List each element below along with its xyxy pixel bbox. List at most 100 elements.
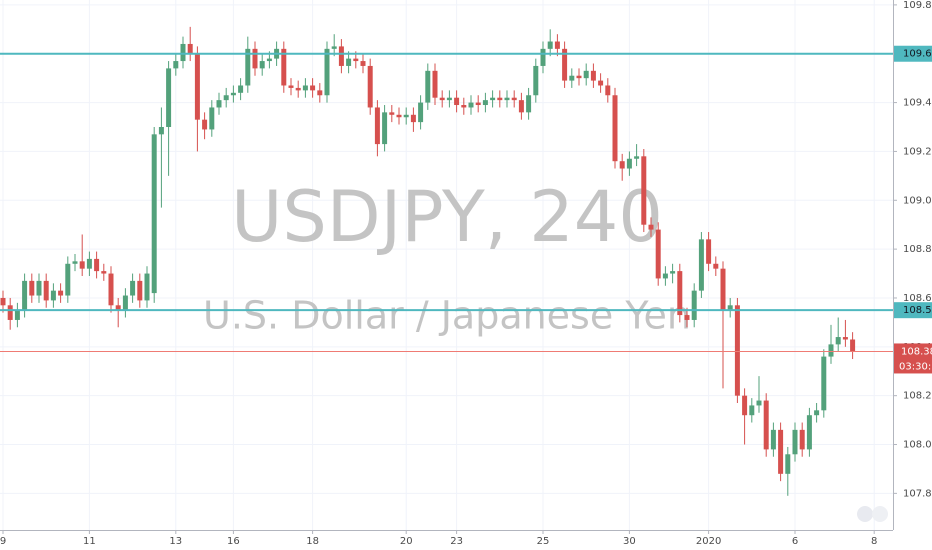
candle-body: [202, 119, 208, 130]
candle-body: [14, 310, 20, 320]
candle-body: [835, 337, 841, 345]
x-tick-label: 8: [871, 536, 877, 547]
level-label-box: [894, 302, 932, 319]
candle-body: [562, 48, 568, 81]
candle-body: [619, 161, 625, 169]
y-tick-label: 108.600: [903, 293, 932, 304]
candle-body: [331, 46, 337, 49]
candle-body: [526, 95, 532, 113]
last-price-label: 108.381: [901, 346, 932, 357]
y-tick-label: 109.000: [903, 195, 932, 206]
candle-body: [749, 405, 755, 416]
candle-body: [389, 112, 395, 115]
candle-body: [763, 400, 769, 450]
candle-body: [490, 97, 496, 101]
candle-body: [173, 61, 179, 69]
x-tick-label: 25: [537, 536, 550, 547]
icon-circle: [857, 506, 873, 522]
candle-body: [461, 105, 467, 108]
candle-body: [734, 305, 740, 396]
candle-body: [806, 415, 812, 450]
candle-body: [353, 58, 359, 62]
candle-body: [65, 263, 71, 296]
candle-body: [590, 70, 596, 81]
candle-body: [684, 315, 690, 320]
candle-body: [22, 280, 28, 311]
candle-body: [576, 75, 582, 79]
candle-body: [547, 41, 553, 49]
candle-body: [194, 53, 200, 120]
candle-body: [756, 400, 762, 406]
y-tick-label: 108.200: [903, 391, 932, 402]
x-tick-label: 16: [227, 536, 240, 547]
candle-body: [706, 239, 712, 264]
watermark-title: USDJPY, 240: [231, 176, 663, 258]
candle-body: [108, 273, 114, 306]
y-tick-label: 107.800: [903, 488, 932, 499]
candle-body: [418, 102, 424, 123]
candle-body: [454, 97, 460, 106]
candle-body: [216, 100, 222, 108]
candle-body: [670, 271, 676, 274]
candle-body: [468, 102, 474, 108]
candle-body: [130, 280, 136, 296]
candle-body: [425, 70, 431, 103]
candle-body: [0, 297, 6, 306]
candle-body: [698, 239, 704, 291]
candle-body: [482, 100, 488, 106]
y-tick-label: 109.800: [903, 0, 932, 11]
candle-body: [79, 261, 85, 269]
candle-body: [742, 395, 748, 416]
icon-circle: [872, 506, 888, 522]
candle-body: [166, 68, 172, 128]
candle-body: [245, 48, 251, 86]
candle-body: [814, 410, 820, 416]
y-tick-label: 109.400: [903, 98, 932, 109]
compare-icon[interactable]: [857, 506, 888, 522]
candle-body: [634, 156, 640, 159]
candle-body: [475, 102, 481, 106]
candle-body: [439, 97, 445, 101]
candle-body: [677, 271, 683, 316]
x-tick-label: 30: [623, 536, 636, 547]
candle-body: [29, 280, 35, 296]
candle-body: [554, 41, 560, 49]
candle-body: [828, 344, 834, 357]
candle-body: [713, 263, 719, 269]
candle-body: [655, 229, 661, 279]
candle-body: [43, 280, 49, 301]
candle-body: [691, 290, 697, 320]
candle-body: [396, 114, 402, 118]
x-tick-label: 18: [306, 536, 319, 547]
candle-body: [403, 114, 409, 118]
candle-body: [778, 429, 784, 474]
x-tick-label: 20: [400, 536, 413, 547]
candle-body: [382, 112, 388, 145]
candle-body: [367, 65, 373, 108]
plot: [0, 26, 893, 496]
candle-body: [151, 134, 157, 294]
candle-body: [583, 70, 589, 79]
candle-body: [497, 97, 503, 101]
x-tick-label: 9: [0, 536, 6, 547]
candle-body: [101, 271, 107, 274]
candle-body: [720, 268, 726, 311]
candle-body: [209, 107, 215, 130]
level-label: 109.600: [903, 49, 932, 60]
candle-body: [533, 65, 539, 96]
countdown-label: 03:30:34: [899, 361, 932, 372]
candle-body: [158, 127, 164, 135]
candle-body: [770, 429, 776, 450]
candle-body: [50, 290, 56, 301]
candle-body: [446, 97, 452, 101]
candle-body: [518, 100, 524, 113]
candle-body: [7, 305, 13, 320]
candle-body: [432, 70, 438, 98]
candle-body: [626, 158, 632, 169]
candle-body: [86, 258, 92, 269]
candle-body: [252, 48, 258, 69]
candle-body: [605, 85, 611, 96]
candle-body: [785, 454, 791, 474]
